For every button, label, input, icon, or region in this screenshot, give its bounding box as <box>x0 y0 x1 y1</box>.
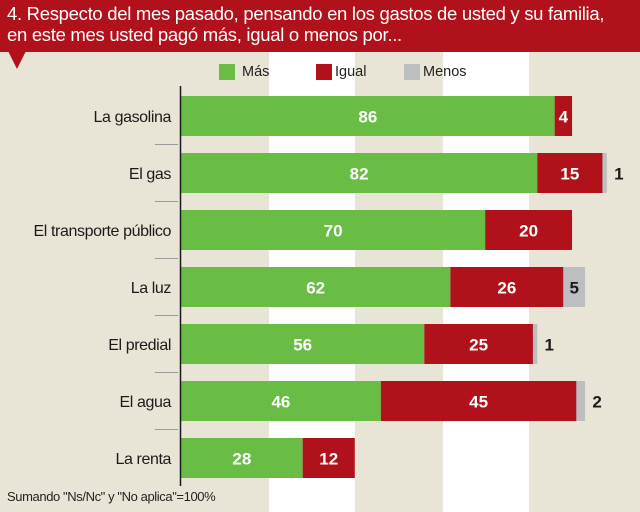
legend-swatch-igual <box>316 64 332 80</box>
category-label-el-gas: El gas <box>129 166 171 183</box>
bar-igual-la-gasolina <box>554 96 573 136</box>
data-label-mas-el-agua: 46 <box>271 393 290 412</box>
data-label-igual-el-agua: 45 <box>469 393 488 412</box>
bar-igual-el-gas <box>537 153 603 193</box>
data-label-mas-el-gas: 82 <box>350 165 369 184</box>
bar-igual-el-transporte-publico <box>485 210 573 250</box>
footnote: Sumando "Ns/Nc" y "No aplica"=100% <box>7 489 216 504</box>
data-label-menos-el-agua: 2 <box>592 393 601 412</box>
header-line-1: 4. Respecto del mes pasado, pensando en … <box>7 3 605 24</box>
bar-igual-el-agua <box>380 381 577 421</box>
data-label-igual-la-gasolina: 4 <box>559 108 569 127</box>
data-label-igual-el-transporte-publico: 20 <box>519 222 538 241</box>
data-label-mas-el-predial: 56 <box>293 336 312 355</box>
category-label-el-agua: El agua <box>120 394 172 411</box>
data-label-igual-la-luz: 26 <box>497 279 516 298</box>
data-label-menos-el-gas: 1 <box>614 165 623 184</box>
bar-igual-la-renta <box>302 438 355 478</box>
legend-label-igual: Igual <box>335 64 367 80</box>
category-label-la-renta: La renta <box>115 451 171 468</box>
legend-item-menos: Menos <box>404 62 467 82</box>
data-label-mas-la-gasolina: 86 <box>358 108 377 127</box>
question-header: 4. Respecto del mes pasado, pensando en … <box>0 0 640 52</box>
legend-item-igual: Igual <box>316 62 366 82</box>
category-label-la-gasolina: La gasolina <box>94 109 172 126</box>
data-label-igual-el-gas: 15 <box>560 165 579 184</box>
category-label-el-predial: El predial <box>108 337 171 354</box>
legend-label-mas: Más <box>242 64 270 80</box>
data-label-menos-el-predial: 1 <box>545 336 554 355</box>
bar-menos-la-luz <box>563 267 586 307</box>
header-pointer <box>8 51 26 69</box>
data-label-mas-la-renta: 28 <box>232 450 251 469</box>
category-label-la-luz: La luz <box>131 280 172 297</box>
data-label-mas-la-luz: 62 <box>306 279 325 298</box>
legend-item-mas: Más <box>219 62 269 82</box>
bar-igual-el-predial <box>424 324 533 364</box>
data-label-menos-la-luz: 5 <box>569 279 578 298</box>
bar-mas-la-luz <box>181 267 451 307</box>
legend-swatch-mas <box>219 64 235 80</box>
bar-mas-el-predial <box>181 324 425 364</box>
bar-mas-el-gas <box>181 153 538 193</box>
legend-swatch-menos <box>404 64 420 80</box>
bar-mas-la-gasolina <box>181 96 555 136</box>
data-label-igual-el-predial: 25 <box>469 336 488 355</box>
bar-mas-el-agua <box>181 381 381 421</box>
legend-label-menos: Menos <box>423 64 467 80</box>
bar-menos-el-predial <box>532 324 538 364</box>
bar-mas-la-renta <box>181 438 303 478</box>
header-line-2: en este mes usted pagó más, igual o meno… <box>7 24 402 45</box>
bar-mas-el-transporte-publico <box>181 210 486 250</box>
bar-igual-la-luz <box>450 267 564 307</box>
bar-menos-el-gas <box>602 153 607 193</box>
bar-menos-el-agua <box>576 381 586 421</box>
data-label-igual-la-renta: 12 <box>319 450 338 469</box>
category-label-el-transporte-publico: El transporte público <box>34 223 172 240</box>
data-label-mas-el-transporte-publico: 70 <box>324 222 343 241</box>
